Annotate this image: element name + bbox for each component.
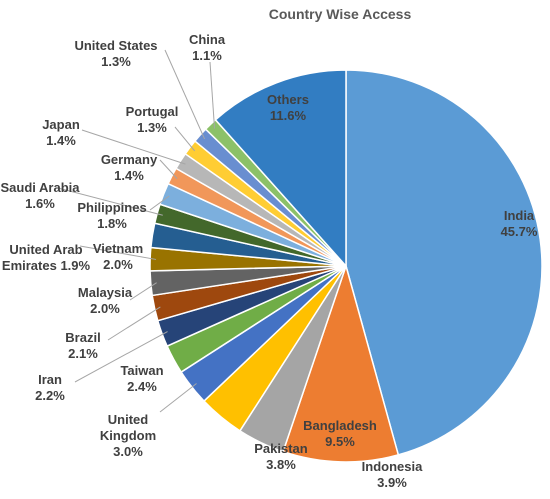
slice-value: 2.0% — [90, 301, 120, 316]
data-label: Malaysia 2.0% — [70, 285, 140, 317]
slice-value: 3.0% — [113, 444, 143, 459]
slice-name: Germany — [100, 152, 158, 167]
slice-value: 1.8% — [97, 216, 127, 231]
slice-name: Portugal — [125, 104, 179, 119]
slice-name: Vietnam — [92, 241, 144, 256]
pie-slice — [282, 263, 400, 463]
leader-line — [74, 331, 168, 383]
chart-title: Country Wise Access — [268, 6, 412, 22]
leader-line — [107, 306, 161, 341]
slice-name: China — [188, 32, 226, 47]
leader-line — [174, 126, 196, 152]
slice-name: Others — [267, 92, 309, 107]
leader-line — [129, 282, 157, 301]
data-label: United Kingdom 3.0% — [93, 412, 163, 460]
leader-line — [159, 159, 178, 179]
slice-name: Saudi Arabia — [0, 180, 80, 195]
slice-value: 3.9% — [377, 475, 407, 490]
data-label: Iran 2.2% — [25, 372, 75, 404]
slice-name: Bangladesh — [303, 418, 377, 433]
data-label: Philippines 1.8% — [67, 200, 157, 232]
data-label: Bangladesh 9.5% — [290, 418, 390, 450]
data-label: China 1.1% — [182, 32, 232, 64]
data-label: Portugal 1.3% — [112, 104, 192, 136]
slice-value: 3.8% — [266, 457, 296, 472]
slice-name: United States — [74, 38, 158, 53]
slice-name: United Kingdom — [99, 412, 157, 443]
slice-value: 2.0% — [103, 257, 133, 272]
leader-line — [159, 383, 197, 413]
slice-name: India — [503, 208, 535, 223]
leader-line — [164, 49, 206, 140]
data-label: Germany 1.4% — [89, 152, 169, 184]
slice-value: 2.1% — [68, 346, 98, 361]
leader-line — [57, 187, 163, 216]
data-label: Vietnam 2.0% — [78, 241, 158, 273]
slice-name: United Arab Emirates — [1, 242, 83, 273]
data-label: Indonesia 3.9% — [352, 459, 432, 491]
pie-slice — [345, 69, 543, 456]
slice-name: Taiwan — [120, 363, 164, 378]
slice-value: 1.1% — [192, 48, 222, 63]
leader-line — [81, 129, 186, 165]
data-label: Japan 1.4% — [36, 117, 86, 149]
leader-line — [209, 61, 216, 129]
slice-name: Malaysia — [77, 285, 133, 300]
slice-name: Indonesia — [361, 459, 423, 474]
data-label: India 45.7% — [489, 208, 549, 240]
data-label: Taiwan 2.4% — [112, 363, 172, 395]
data-label: Pakistan 3.8% — [246, 441, 316, 473]
slice-name: Japan — [42, 117, 80, 132]
data-label: Others 11.6% — [253, 92, 323, 124]
slice-name: Philippines — [77, 200, 147, 215]
slice-value: 2.4% — [127, 379, 157, 394]
slice-value: 1.4% — [114, 168, 144, 183]
slice-value: 1.3% — [101, 54, 131, 69]
slice-value: 11.6% — [269, 108, 307, 123]
data-label: United Arab Emirates 1.9% — [0, 242, 96, 274]
slice-value: 1.4% — [46, 133, 76, 148]
pie-slice — [214, 69, 347, 268]
slice-value: 1.6% — [25, 196, 55, 211]
data-label: Saudi Arabia 1.6% — [0, 180, 85, 212]
slice-value: 45.7% — [500, 224, 538, 239]
data-label: United States 1.3% — [66, 38, 166, 70]
slice-value: 1.9% — [60, 258, 91, 273]
slice-value: 2.2% — [35, 388, 65, 403]
slice-name: Brazil — [65, 330, 101, 345]
slice-name: Pakistan — [254, 441, 308, 456]
data-label: Brazil 2.1% — [53, 330, 113, 362]
slice-value: 1.3% — [137, 120, 167, 135]
leader-line — [149, 195, 170, 211]
slice-value: 9.5% — [325, 434, 355, 449]
slice-name: Iran — [38, 372, 62, 387]
leader-line — [79, 245, 157, 260]
